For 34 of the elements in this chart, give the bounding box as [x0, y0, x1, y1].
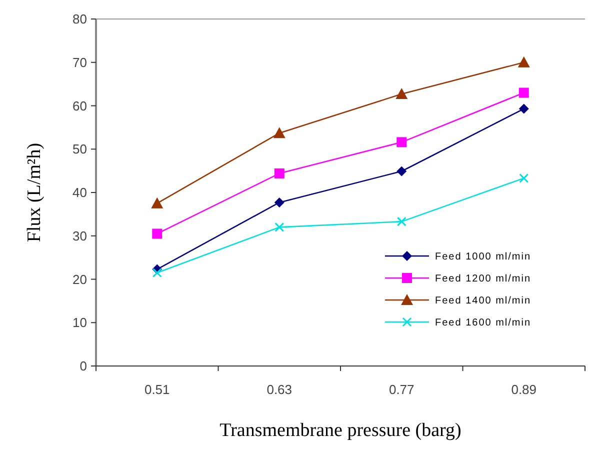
point: [518, 104, 529, 114]
point: [396, 216, 406, 226]
point: [152, 268, 162, 278]
y-tick-label: 50: [72, 142, 87, 157]
y-tick-label: 10: [72, 315, 87, 330]
y-tick-label: 70: [72, 54, 87, 70]
point: [396, 166, 407, 176]
x-tick-label: 0.51: [144, 382, 170, 397]
y-tick-label: 60: [72, 98, 87, 114]
point: [274, 222, 284, 232]
point: [518, 56, 530, 68]
y-tick-label: 30: [72, 228, 87, 244]
point: [151, 197, 164, 208]
point: [518, 88, 529, 98]
y-tick-label: 40: [72, 185, 87, 200]
point: [273, 127, 286, 138]
point: [152, 228, 162, 239]
point: [519, 173, 529, 183]
y-axis-title: Flux (L/m²h): [24, 142, 45, 242]
point: [396, 88, 408, 100]
point: [274, 197, 284, 208]
x-axis-title: Transmembrane pressure (barg): [220, 420, 462, 441]
y-tick-label: 80: [72, 12, 87, 27]
x-tick-label: 0.63: [266, 382, 292, 397]
y-tick-label: 0: [80, 358, 87, 374]
x-tick-label: 0.89: [511, 382, 537, 397]
y-tick-label: 20: [72, 272, 87, 287]
legend-label: Feed 1200 ml/min: [435, 274, 532, 284]
legend-label: Feed 1000 ml/min: [435, 252, 532, 262]
point: [396, 137, 407, 148]
point: [274, 168, 284, 178]
legend-label: Feed 1600 ml/min: [435, 318, 532, 328]
x-tick-label: 0.77: [388, 382, 414, 397]
legend-label: Feed 1400 ml/min: [435, 296, 532, 306]
